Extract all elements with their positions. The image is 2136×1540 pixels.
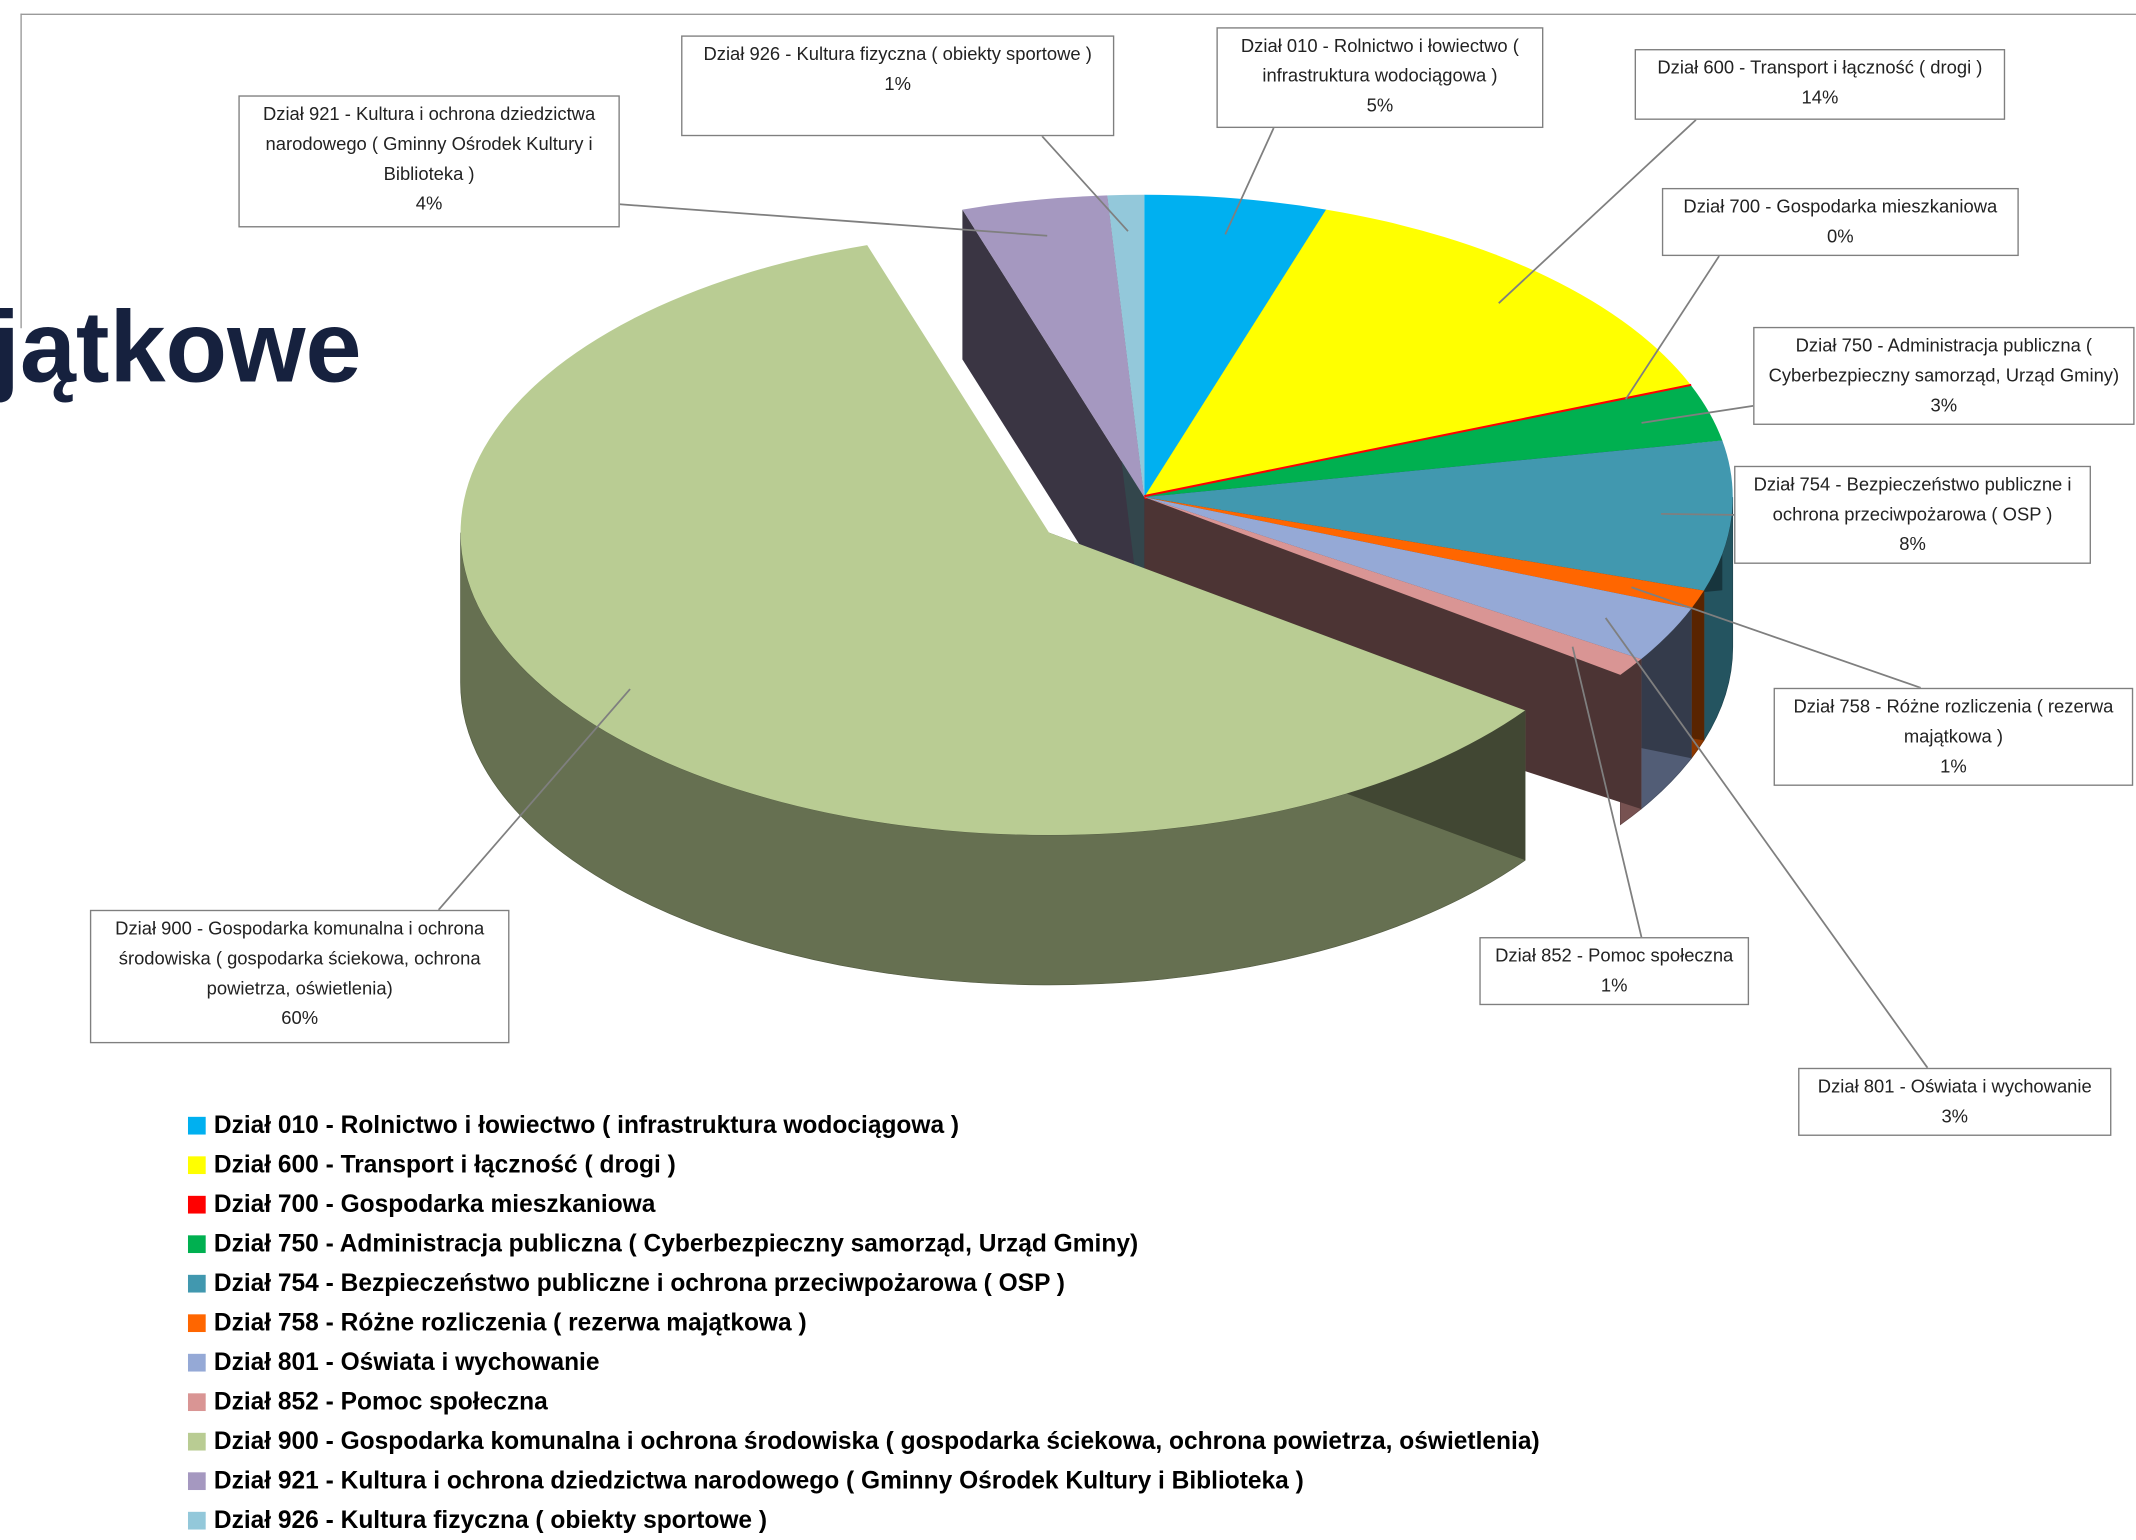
leader-line	[1624, 255, 1720, 400]
slice	[1144, 209, 1692, 498]
callout-value: 4%	[415, 193, 443, 214]
callout-value: 0%	[1827, 226, 1854, 247]
slice-face	[962, 209, 1145, 647]
legend-swatch	[187, 1353, 206, 1372]
leader-line	[1041, 135, 1129, 232]
legend-label: Dział 758 - Różne rozliczenia ( rezerwa …	[213, 1308, 807, 1337]
callout: Dział 600 - Transport i łączność ( drogi…	[1634, 49, 2006, 120]
leader-line	[1604, 617, 1929, 1069]
legend-label: Dział 010 - Rolnictwo i łowiectwo ( infr…	[213, 1111, 960, 1139]
legend-swatch	[187, 1393, 206, 1412]
callout-value: 3%	[1930, 394, 1958, 416]
callout: Dział 921 - Kultura i ochrona dziedzictw…	[238, 95, 620, 228]
callout-value: 60%	[281, 1007, 319, 1029]
callout-name: Dział 010 - Rolnictwo i łowiectwo ( infr…	[1240, 35, 1519, 86]
callout-name: Dział 750 - Administracja publiczna ( Cy…	[1768, 335, 2120, 386]
slice	[1144, 194, 1327, 498]
legend-swatch	[187, 1274, 206, 1293]
leader-line	[437, 688, 631, 911]
legend-entry: Dział 852 - Pomoc społeczna	[187, 1382, 1540, 1421]
slice	[1143, 383, 1692, 500]
callout-name: Dział 926 - Kultura fizyczna ( obiekty s…	[703, 43, 1092, 65]
callout: Dział 700 - Gospodarka mieszkaniowa 0%	[1661, 187, 2019, 257]
callout-value: 1%	[884, 73, 911, 94]
legend-entry: Dział 754 - Bezpieczeństwo publiczne i o…	[187, 1264, 1540, 1303]
slice	[1144, 497, 1642, 675]
slice	[460, 245, 1526, 836]
legend-swatch	[187, 1314, 206, 1333]
legend-swatch	[187, 1195, 206, 1214]
legend-swatch	[187, 1116, 206, 1135]
legend: Dział 010 - Rolnictwo i łowiectwo ( infr…	[187, 1106, 1540, 1540]
callout-value: 14%	[1801, 87, 1839, 108]
legend-swatch	[187, 1511, 206, 1530]
callout-name: Dział 921 - Kultura i ochrona dziedzictw…	[262, 103, 596, 184]
legend-entry: Dział 921 - Kultura i ochrona dziedzictw…	[187, 1461, 1540, 1500]
legend-label: Dział 921 - Kultura i ochrona dziedzictw…	[213, 1466, 1304, 1495]
legend-entry: Dział 801 - Oświata i wychowanie	[187, 1343, 1540, 1382]
heading: jątkowe	[0, 290, 362, 404]
leader-line	[1631, 586, 1921, 689]
callout: Dział 750 - Administracja publiczna ( Cy…	[1753, 326, 2135, 425]
callout-name: Dział 900 - Gospodarka komunalna i ochro…	[115, 917, 485, 999]
legend-entry: Dział 900 - Gospodarka komunalna i ochro…	[187, 1422, 1540, 1461]
slice	[962, 195, 1145, 498]
leader-line	[1224, 127, 1275, 235]
callout: Dział 010 - Rolnictwo i łowiectwo ( infr…	[1216, 27, 1544, 129]
callout-value: 8%	[1899, 533, 1926, 555]
legend-entry: Dział 926 - Kultura fizyczna ( obiekty s…	[187, 1501, 1540, 1540]
callout-value: 1%	[1940, 755, 1967, 777]
leader-line	[1661, 512, 1735, 516]
legend-entry: Dział 600 - Transport i łączność ( drogi…	[187, 1145, 1540, 1184]
pie-tops	[460, 194, 1733, 836]
callout: Dział 900 - Gospodarka komunalna i ochro…	[89, 909, 510, 1044]
callout-value: 5%	[1366, 95, 1394, 116]
legend-swatch	[187, 1472, 206, 1491]
slice	[1144, 497, 1692, 660]
legend-label: Dział 754 - Bezpieczeństwo publiczne i o…	[213, 1269, 1065, 1297]
callout-name: Dział 600 - Transport i łączność ( drogi…	[1657, 57, 1983, 78]
callout: Dział 852 - Pomoc społeczna 1%	[1479, 937, 1750, 1006]
callout-name: Dział 758 - Różne rozliczenia ( rezerwa …	[1793, 695, 2114, 747]
slice	[1144, 440, 1733, 591]
callout-name: Dział 754 - Bezpieczeństwo publiczne i o…	[1753, 473, 2072, 525]
leader-line	[1571, 646, 1643, 938]
legend-entry: Dział 700 - Gospodarka mieszkaniowa	[187, 1185, 1540, 1224]
leader-line	[1498, 119, 1697, 304]
slice	[1107, 194, 1145, 498]
frame	[20, 13, 2136, 329]
legend-swatch	[187, 1156, 206, 1175]
callout-name: Dział 801 - Oświata i wychowanie	[1817, 1075, 2092, 1097]
callout: Dział 801 - Oświata i wychowanie 3%	[1798, 1067, 2112, 1136]
callout: Dział 754 - Bezpieczeństwo publiczne i o…	[1734, 465, 2091, 564]
legend-entry: Dział 758 - Różne rozliczenia ( rezerwa …	[187, 1303, 1540, 1342]
callout: Dział 926 - Kultura fizyczna ( obiekty s…	[681, 35, 1115, 137]
callout-name: Dział 852 - Pomoc społeczna	[1495, 945, 1734, 966]
slice	[1144, 385, 1723, 498]
leader-line	[1641, 405, 1754, 424]
legend-label: Dział 700 - Gospodarka mieszkaniowa	[213, 1190, 656, 1218]
legend-label: Dział 750 - Administracja publiczna ( Cy…	[213, 1229, 1139, 1258]
callout-value: 3%	[1941, 1105, 1969, 1127]
leader-line	[619, 203, 1048, 237]
slice	[1144, 497, 1704, 609]
callout-name: Dział 700 - Gospodarka mieszkaniowa	[1683, 196, 1998, 217]
legend-swatch	[187, 1432, 206, 1451]
legend-label: Dział 926 - Kultura fizyczna ( obiekty s…	[213, 1506, 768, 1534]
legend-label: Dział 600 - Transport i łączność ( drogi…	[213, 1150, 676, 1179]
legend-label: Dział 852 - Pomoc społeczna	[213, 1387, 548, 1416]
legend-label: Dział 900 - Gospodarka komunalna i ochro…	[213, 1427, 1540, 1455]
legend-entry: Dział 010 - Rolnictwo i łowiectwo ( infr…	[187, 1106, 1540, 1145]
legend-swatch	[187, 1235, 206, 1254]
callout-value: 1%	[1600, 975, 1628, 996]
legend-label: Dział 801 - Oświata i wychowanie	[213, 1348, 600, 1376]
legend-entry: Dział 750 - Administracja publiczna ( Cy…	[187, 1224, 1540, 1263]
callout: Dział 758 - Różne rozliczenia ( rezerwa …	[1773, 687, 2134, 786]
